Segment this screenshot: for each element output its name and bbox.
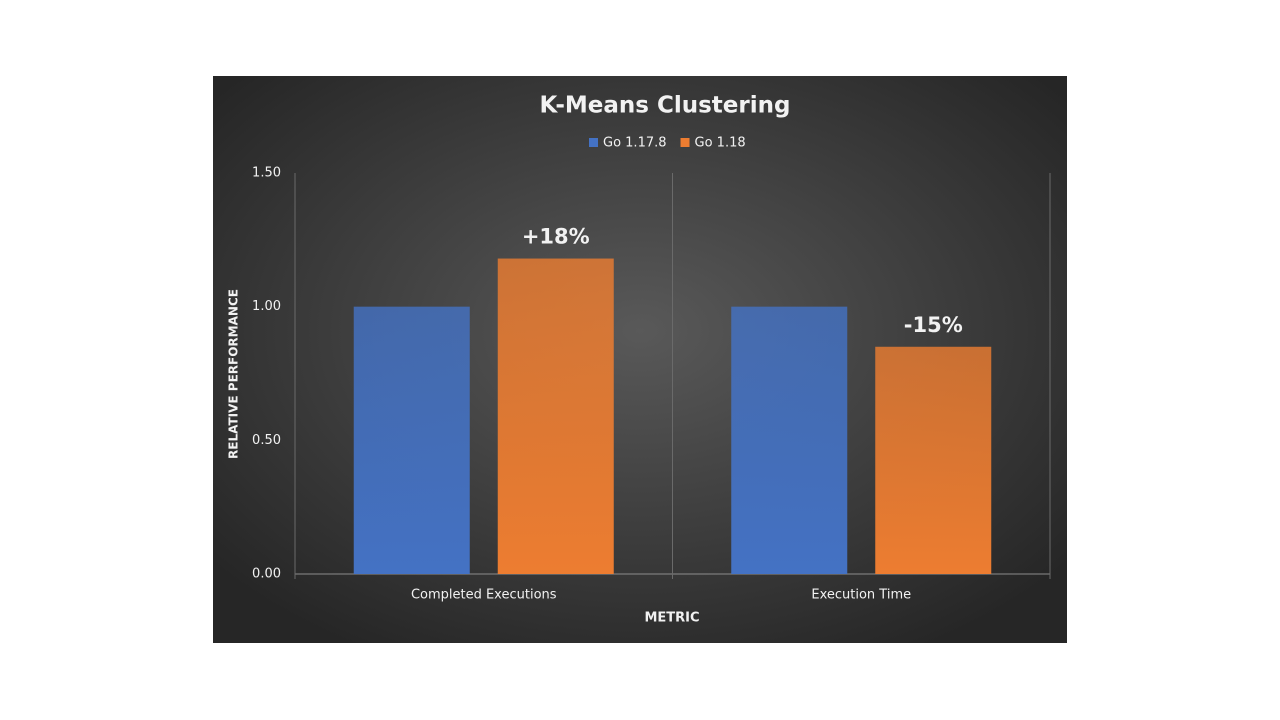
y-tick-label: 0.50	[252, 433, 281, 448]
bar	[353, 306, 470, 574]
y-tick-label: 0.00	[252, 567, 281, 582]
y-tick-label: 1.00	[252, 299, 281, 314]
annotation: -15%	[904, 313, 963, 337]
y-axis-title: RELATIVE PERFORMANCE	[227, 289, 241, 459]
bar	[731, 306, 848, 574]
legend-label: Go 1.17.8	[603, 136, 667, 151]
x-tick-label: Completed Executions	[411, 588, 557, 603]
legend-label: Go 1.18	[695, 136, 746, 151]
annotation: +18%	[522, 225, 590, 249]
bar	[497, 258, 614, 574]
chart-title: K-Means Clustering	[540, 93, 791, 119]
x-axis-title: METRIC	[644, 611, 699, 626]
x-tick-label: Execution Time	[811, 588, 911, 603]
y-tick-label: 1.50	[252, 166, 281, 181]
bar	[875, 346, 992, 574]
legend-swatch	[680, 138, 690, 147]
legend-swatch	[589, 138, 598, 147]
